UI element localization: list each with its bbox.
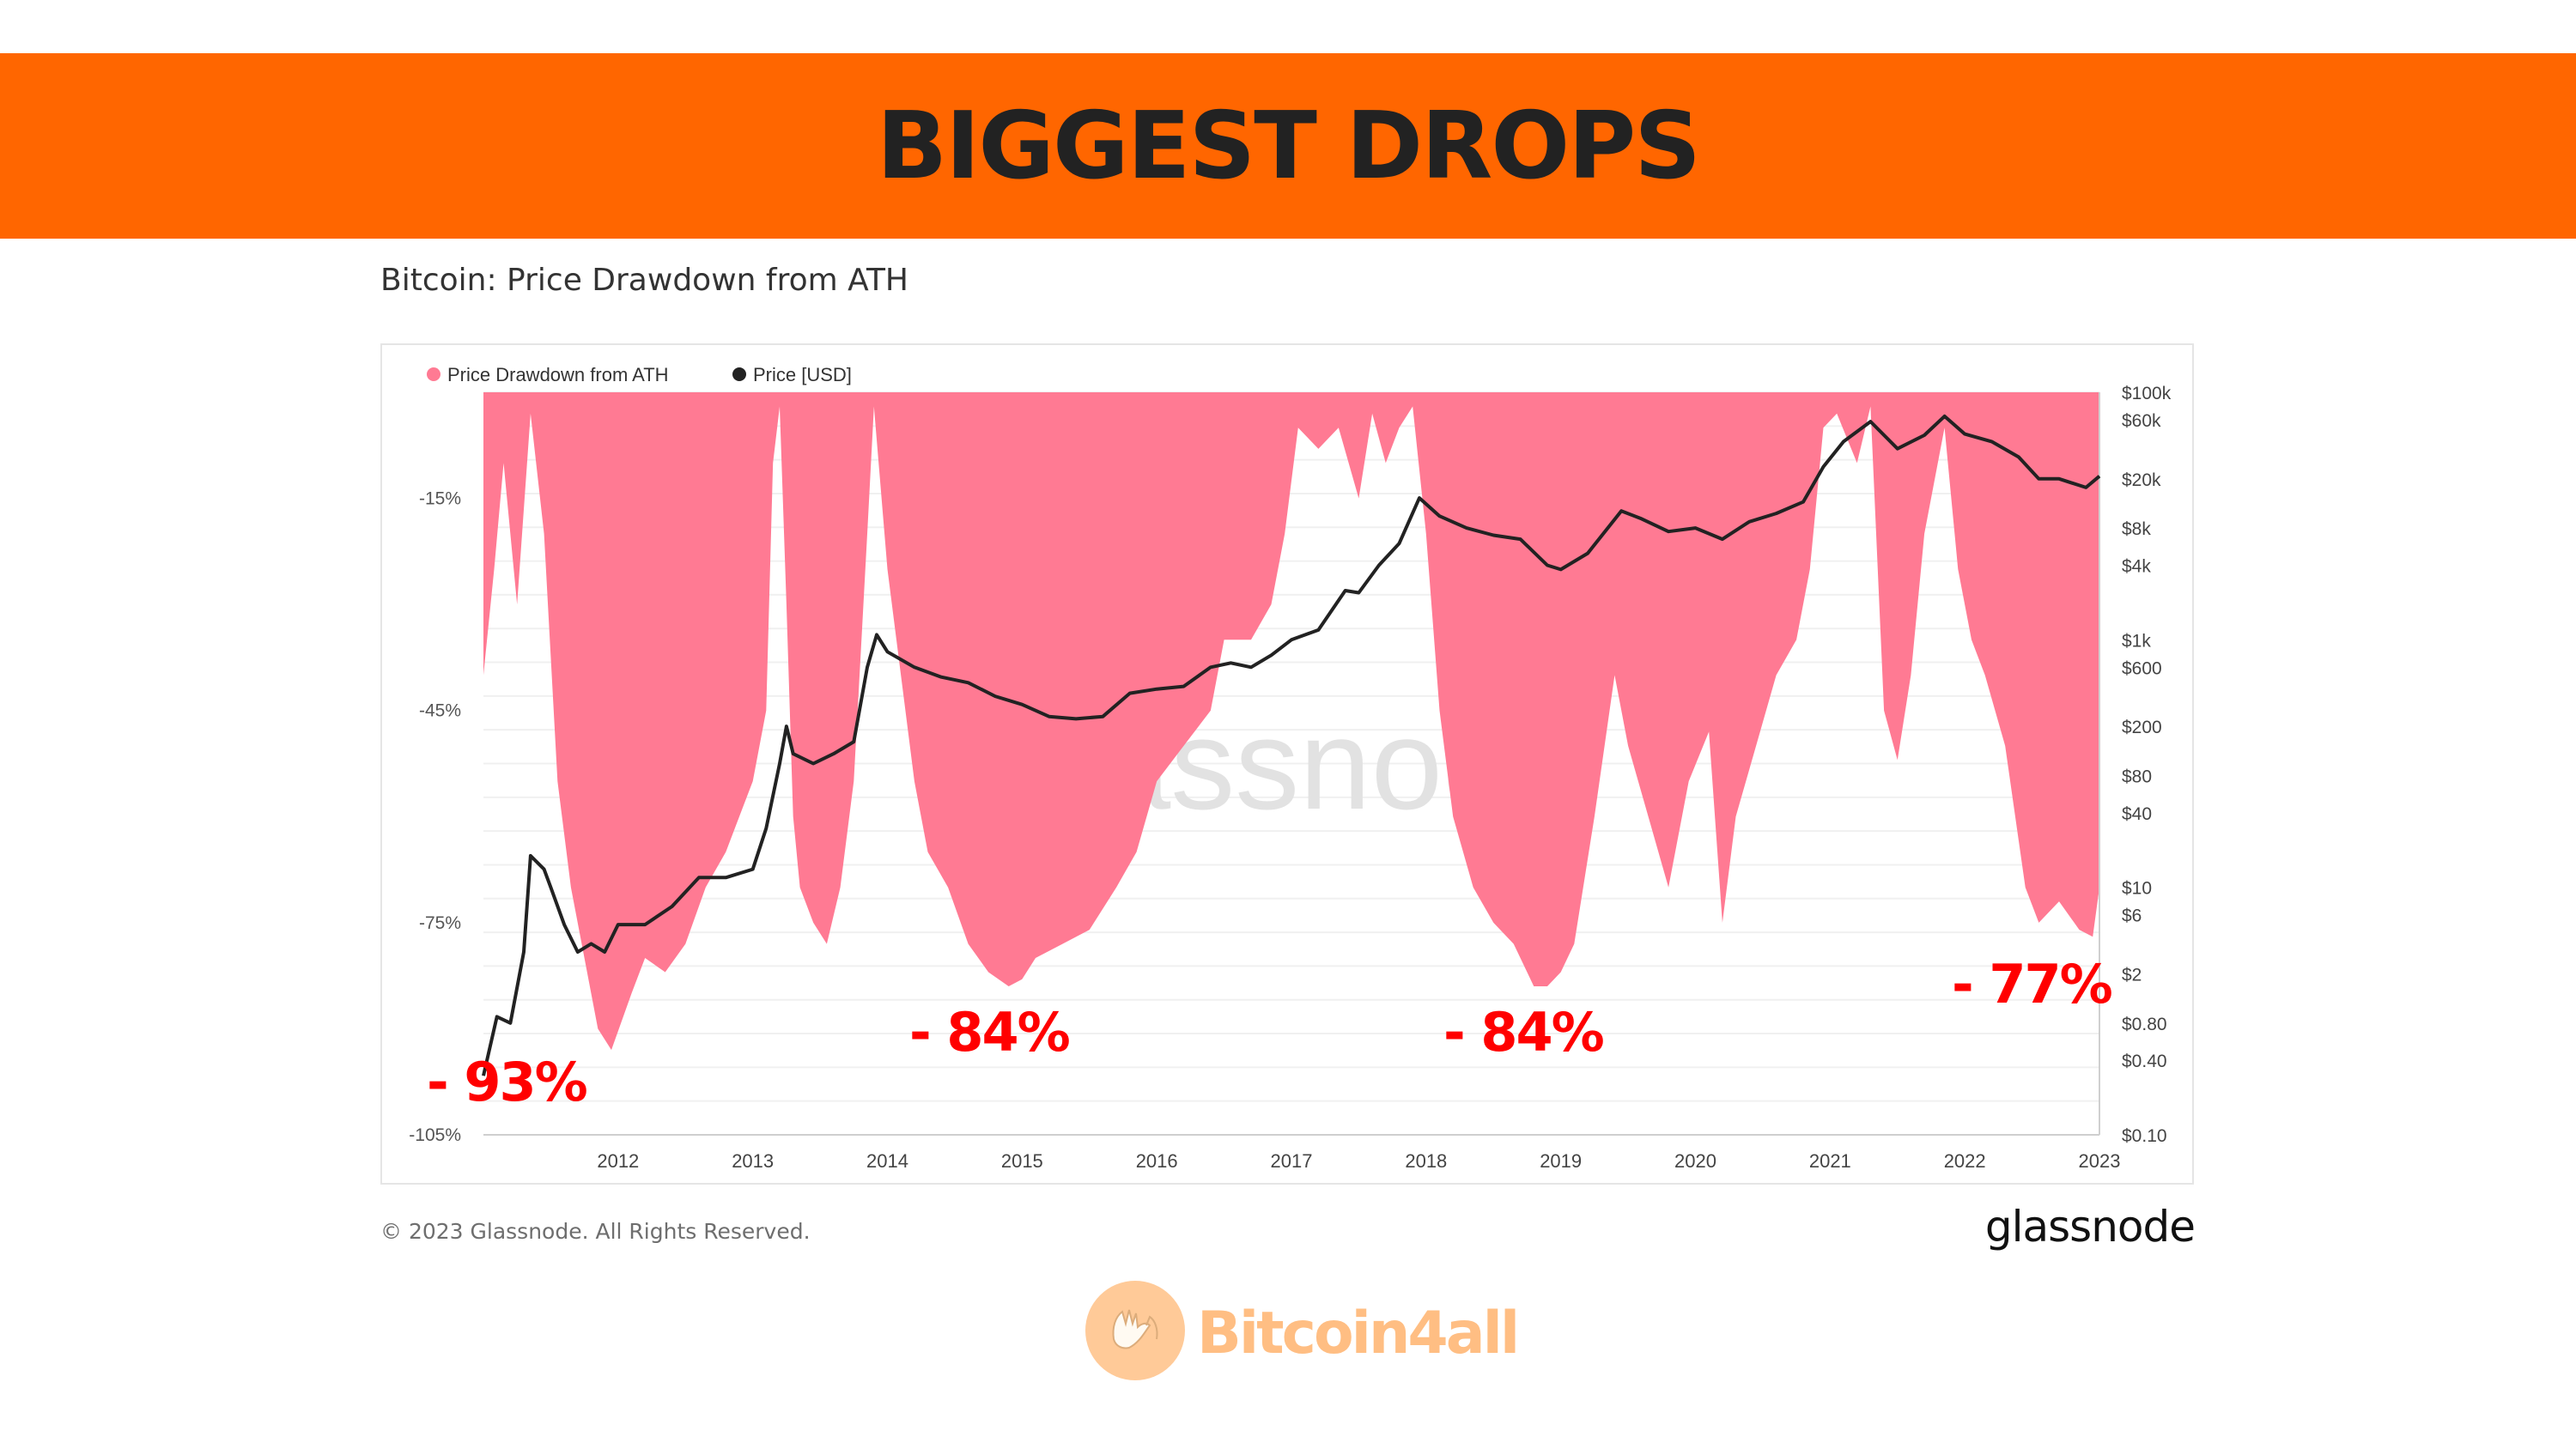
y-right-tick-label: $40: [2122, 804, 2152, 824]
y-right-tick-label: $1k: [2122, 631, 2151, 651]
x-tick-label: 2017: [1271, 1150, 1313, 1172]
header-banner: BIGGEST DROPS: [0, 53, 2576, 239]
x-tick-label: 2012: [597, 1150, 639, 1172]
y-right-tick-label: $10: [2122, 879, 2152, 899]
drawdown-annotation: - 77%: [1952, 953, 2112, 1016]
legend-label-price: Price [USD]: [753, 364, 852, 385]
chart-frame: glassnode -15% -45% -75% -105% $100k $60k $20k $…: [380, 343, 2194, 1185]
y-right-tick-label: $2: [2122, 965, 2142, 985]
y-right-tick-label: $6: [2122, 906, 2142, 926]
x-tick-label: 2014: [866, 1150, 908, 1172]
glassnode-logo: glassnode: [1984, 1202, 2196, 1252]
x-tick-label: 2021: [1809, 1150, 1851, 1172]
x-tick-label: 2015: [1001, 1150, 1043, 1172]
y-left-tick-label: -105%: [409, 1125, 461, 1145]
drawdown-annotation: - 84%: [1443, 1001, 1604, 1064]
drawdown-chart: glassnode-15%-45%-75%-105%$100k$60k$20k$…: [409, 364, 2172, 1172]
x-tick-label: 2013: [732, 1150, 774, 1172]
y-left-tick-label: -75%: [419, 913, 461, 933]
y-left-tick-label: -15%: [419, 489, 461, 509]
y-right-tick-label: $60k: [2122, 411, 2161, 431]
y-right-tick-label: $100k: [2122, 384, 2172, 403]
x-tick-label: 2016: [1136, 1150, 1178, 1172]
banner-title: BIGGEST DROPS: [876, 92, 1701, 200]
x-tick-label: 2019: [1540, 1150, 1582, 1172]
y-right-tick-label: $600: [2122, 658, 2162, 678]
bitcoin4all-logo: Bitcoin4all: [1085, 1281, 1520, 1384]
y-right-tick-label: $0.80: [2122, 1015, 2167, 1034]
x-tick-label: 2020: [1674, 1150, 1716, 1172]
y-left-tick-label: -45%: [419, 701, 461, 721]
legend-label-drawdown: Price Drawdown from ATH: [447, 364, 669, 385]
drawdown-annotation: - 93%: [427, 1051, 587, 1113]
x-tick-label: 2023: [2079, 1150, 2121, 1172]
y-right-tick-label: $0.10: [2122, 1126, 2167, 1146]
chart-subtitle: Bitcoin: Price Drawdown from ATH: [380, 263, 909, 298]
y-right-tick-label: $20k: [2122, 470, 2161, 490]
x-tick-label: 2022: [1944, 1150, 1986, 1172]
copyright-text: © 2023 Glassnode. All Rights Reserved.: [380, 1219, 811, 1244]
legend-dot-price: [732, 367, 746, 381]
y-right-tick-label: $4k: [2122, 557, 2151, 577]
x-tick-label: 2018: [1405, 1150, 1447, 1172]
y-right-tick-label: $8k: [2122, 519, 2151, 539]
drawdown-annotation: - 84%: [909, 1001, 1070, 1064]
drawdown-area: [483, 392, 2099, 1051]
logo-text: Bitcoin4all: [1197, 1300, 1520, 1367]
price-line: [482, 414, 2101, 1076]
y-right-tick-label: $0.40: [2122, 1052, 2167, 1071]
hands-icon: [1112, 1309, 1158, 1349]
y-right-tick-label: $80: [2122, 767, 2152, 786]
legend-dot-drawdown: [427, 367, 440, 381]
logo-circle: [1085, 1281, 1185, 1380]
y-right-tick-label: $200: [2122, 718, 2162, 737]
